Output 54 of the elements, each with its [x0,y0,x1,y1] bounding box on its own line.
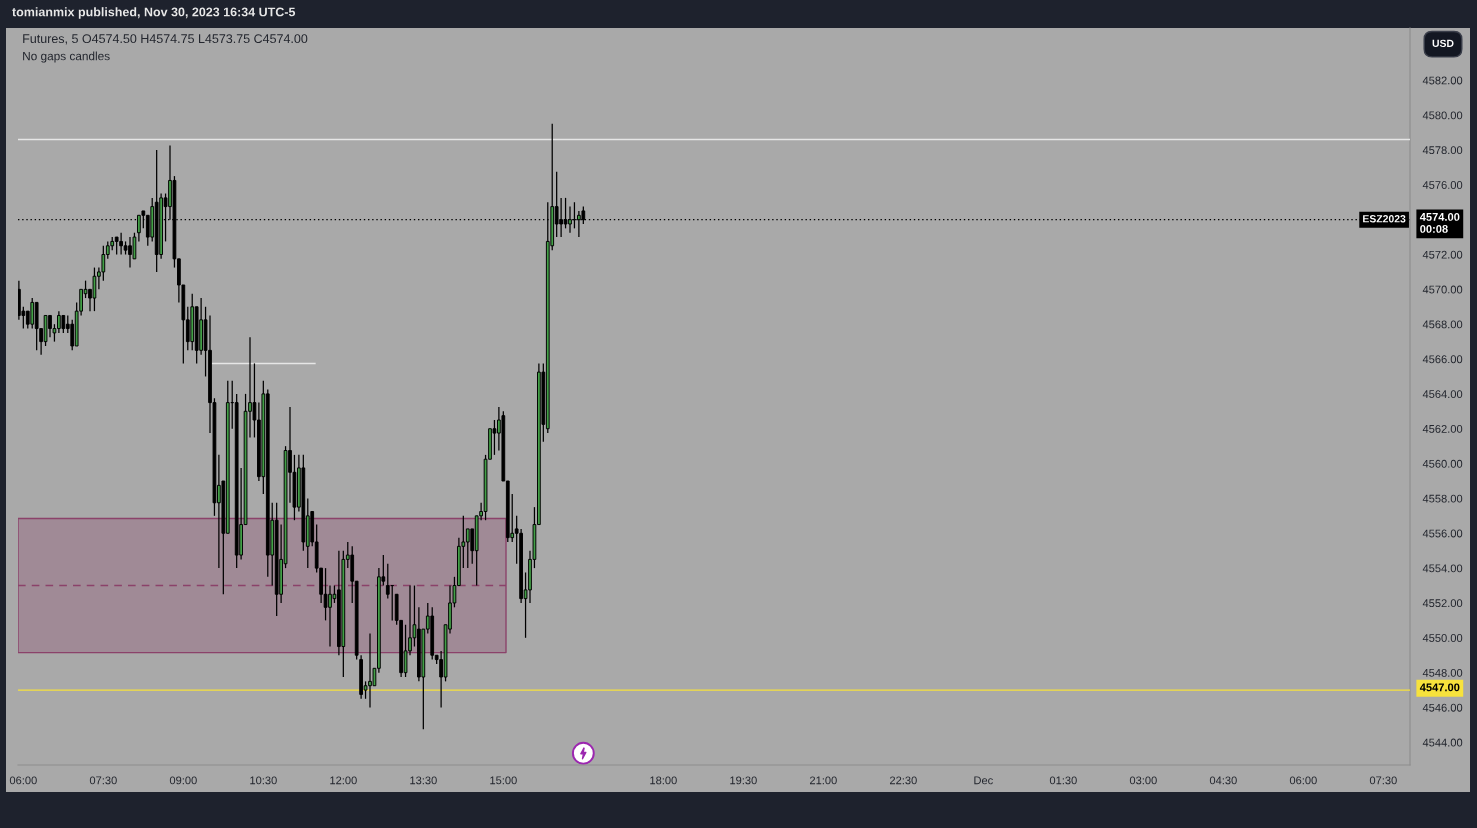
candlestick [328,584,332,648]
x-tick-label: 03:00 [1129,776,1157,785]
candlestick [128,236,132,269]
x-tick-label: 22:30 [889,776,917,785]
candlestick [563,197,568,229]
y-tick-label: 4560.00 [1422,459,1463,468]
candlestick [385,563,390,600]
annotation: ESZ2023 [1363,215,1406,223]
x-tick-label: 10:30 [250,776,277,785]
x-tick-label: 19:30 [730,776,757,785]
y-tick-label: 4572.00 [1422,250,1463,259]
candlestick [368,632,372,709]
x-tick-label: 07:30 [1369,776,1397,785]
y-axis-title: USD [1432,39,1454,48]
ref-line-label: 4547.00 [1419,683,1460,692]
y-tick-label: 4570.00 [1422,285,1463,294]
chart-title: Futures, 5 O4574.50 H4574.75 L4573.75 C4574.00 [23,34,308,45]
x-tick-label: 06:00 [9,776,37,785]
y-tick-label: 4568.00 [1422,320,1463,329]
y-tick-label: 4580.00 [1422,111,1463,120]
y-tick-label: 4544.00 [1422,738,1463,747]
x-tick-label: 18:00 [650,776,677,785]
y-tick-label: 4582.00 [1422,76,1463,85]
candlestick [30,297,35,330]
y-tick-label: 4566.00 [1422,355,1463,364]
x-tick-label: 12:00 [330,776,357,785]
x-tick-label: 04:30 [1209,776,1237,785]
y-tick-label: 4558.00 [1422,494,1463,503]
x-tick-label: 21:00 [809,776,837,785]
candlestick [492,419,497,456]
y-tick-label: 4562.00 [1422,425,1463,433]
candlestick [465,528,470,569]
x-tick-label: 15:00 [490,776,517,785]
candlestick [323,567,328,622]
x-tick-label: 06:00 [1289,776,1317,785]
candlestick [92,266,97,312]
y-tick-label: 4564.00 [1422,390,1463,399]
y-tick-label: 4556.00 [1422,529,1463,538]
y-tick-label: 4546.00 [1422,703,1463,712]
ref-line-label: 4574.00 00:08 [1419,213,1460,233]
y-tick-label: 4550.00 [1422,634,1463,642]
x-tick-label: 09:00 [169,776,197,785]
y-tick-label: 4552.00 [1422,599,1463,608]
y-tick-label: 4576.00 [1422,181,1463,189]
y-tick-label: 4554.00 [1422,564,1463,573]
x-tick-label: 07:30 [89,776,117,785]
x-tick-label: 01:30 [1049,776,1077,785]
x-tick-label: 13:30 [410,776,437,785]
y-tick-label: 4548.00 [1422,668,1463,677]
x-tick-label: Dec [974,776,993,785]
y-tick-label: 4578.00 [1422,146,1463,155]
text: tomianmix published, Nov 30, 2023 16:34 UTC-5 [12,7,296,19]
text: No gaps candles [23,51,110,63]
candlestick [48,314,52,338]
